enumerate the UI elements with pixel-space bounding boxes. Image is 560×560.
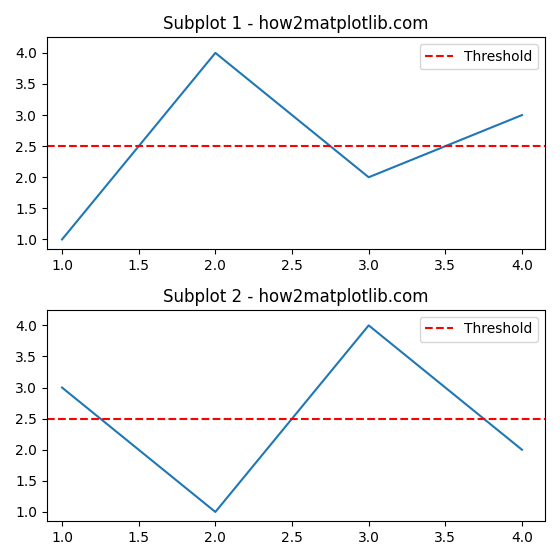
Title: Subplot 2 - how2matplotlib.com: Subplot 2 - how2matplotlib.com [163,287,428,306]
Legend: Threshold: Threshold [419,44,538,69]
Title: Subplot 1 - how2matplotlib.com: Subplot 1 - how2matplotlib.com [163,15,428,33]
Threshold [59,416,66,422]
Legend: Threshold: Threshold [419,317,538,342]
Threshold [59,143,66,150]
